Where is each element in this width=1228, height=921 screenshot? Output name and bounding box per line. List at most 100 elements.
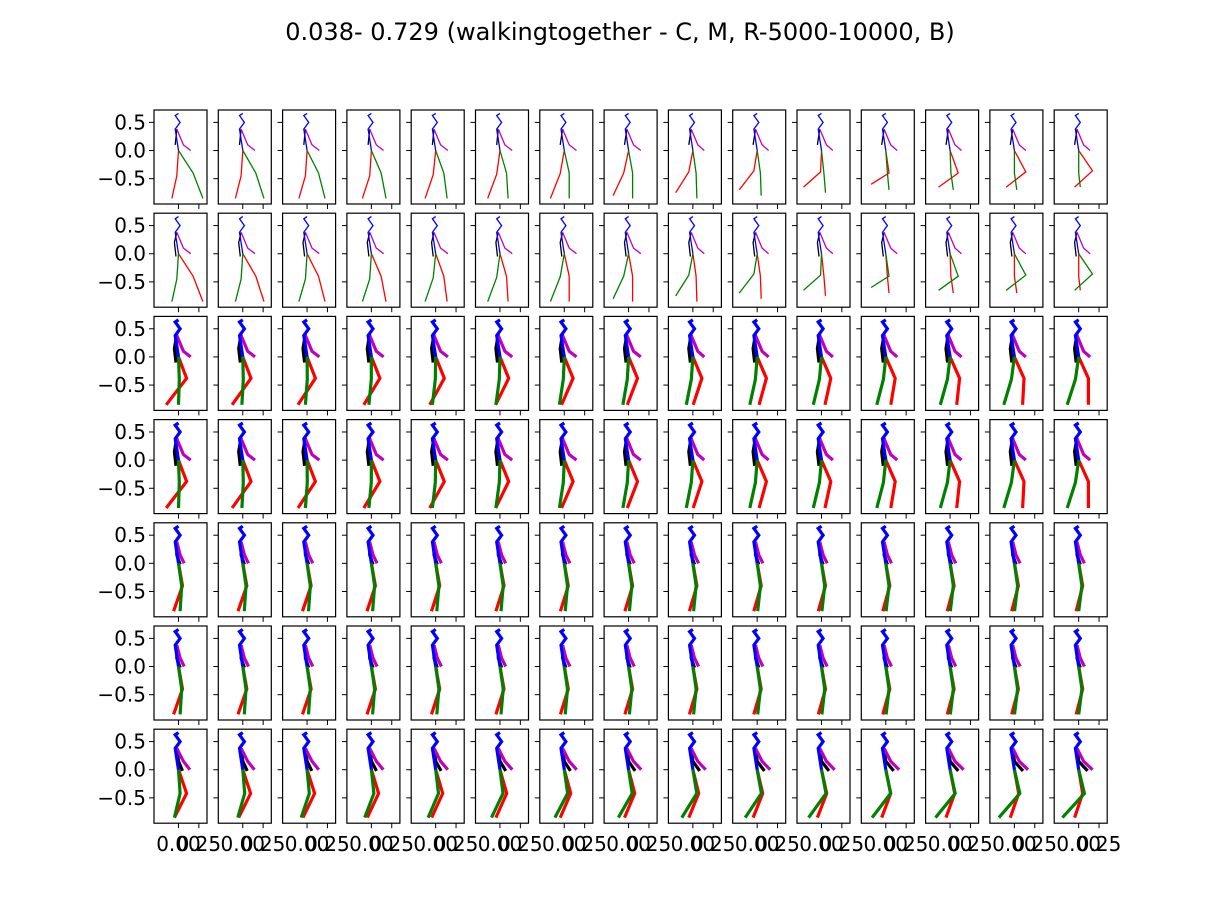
right-arm-line [625, 644, 636, 668]
subplot-panel [727, 419, 787, 519]
axes-frame [667, 109, 723, 205]
right-leg-line [424, 253, 437, 302]
right-leg-line [242, 150, 265, 199]
axes-frame [989, 625, 1044, 721]
spine-line [881, 112, 889, 151]
right-leg-line [1077, 563, 1084, 612]
spine-line [687, 318, 697, 358]
subplot-panel [534, 522, 594, 622]
subplot-panel: 0.000.25 [599, 728, 671, 856]
axes-frame [860, 522, 915, 618]
subplot-panel [984, 315, 1044, 416]
left-leg-line [370, 253, 387, 302]
spine-line [172, 524, 183, 564]
right-leg-line [949, 150, 954, 190]
spine-line [687, 628, 697, 667]
right-leg-line [755, 666, 763, 715]
axes-frame [217, 625, 272, 721]
subplot-panel [920, 315, 980, 416]
axes-frame [217, 315, 272, 411]
right-leg-line [557, 356, 566, 406]
right-leg-line [363, 769, 376, 819]
spine-line [751, 524, 761, 564]
spine-line [172, 731, 183, 770]
right-arm-line [754, 232, 770, 255]
left-leg-line [949, 253, 954, 294]
spine-line [238, 112, 246, 151]
axes-frame [667, 419, 723, 515]
left-leg-line [625, 459, 640, 509]
right-arm-line [754, 128, 770, 151]
right-arm-line [625, 541, 636, 565]
axes-frame [282, 212, 337, 308]
right-arm-line [368, 438, 385, 462]
left-leg-line [230, 459, 253, 509]
spine-line [237, 524, 247, 564]
subplot-panel: 0.000.25 [792, 728, 864, 856]
right-leg-line [306, 150, 326, 199]
spine-line [1074, 112, 1082, 151]
spine-line [751, 318, 761, 358]
axes-frame [603, 522, 658, 618]
axes-frame [860, 625, 915, 721]
subplot-panel [856, 212, 915, 313]
axes-frame [539, 522, 594, 618]
subplot-panel: 0.5 0.0 −0.5 [97, 522, 208, 622]
x-tick-label: 0.00 [156, 832, 201, 856]
y-tick-label: −0.5 [97, 476, 146, 500]
right-leg-line [172, 769, 182, 818]
x-tick-label: 0.25 [691, 832, 736, 856]
right-arm-line [625, 747, 643, 771]
x-tick-label: 0.00 [220, 832, 265, 856]
axes-frame [989, 522, 1044, 618]
right-leg-line [691, 563, 698, 612]
right-leg-line [563, 150, 570, 199]
subplot-panel [984, 212, 1044, 313]
right-leg-line [811, 459, 824, 509]
spine-line [880, 421, 890, 461]
left-leg-line [948, 356, 962, 405]
spine-line [944, 421, 954, 461]
spine-line [558, 524, 568, 564]
spine-line [237, 318, 247, 358]
subplot-panel [663, 522, 723, 622]
subplot-panel [727, 212, 787, 313]
left-leg-line [549, 150, 565, 199]
spine-line [560, 216, 567, 254]
right-arm-line [818, 644, 829, 668]
left-leg-line [171, 150, 180, 199]
axes-frame [732, 625, 787, 721]
left-leg-line [563, 253, 570, 302]
right-arm-line [689, 334, 706, 359]
axes-frame [153, 109, 208, 205]
right-leg-line [738, 253, 758, 294]
right-leg-line [305, 563, 312, 612]
axes-frame [732, 315, 787, 411]
spine-line [945, 216, 953, 254]
right-arm-line [368, 541, 379, 565]
subplot-panel [277, 522, 337, 622]
right-leg-line [1012, 666, 1020, 715]
axes-frame [282, 419, 337, 515]
axes-frame [410, 419, 465, 515]
spine-line [688, 112, 696, 151]
x-tick-label: 0.25 [755, 832, 800, 856]
right-arm-line [689, 747, 707, 771]
right-leg-line [875, 356, 888, 406]
subplot-panel [663, 419, 723, 519]
subplot-panel [599, 109, 658, 209]
subplot-panel [406, 522, 465, 622]
left-leg-line [820, 253, 827, 296]
right-leg-line [1074, 253, 1094, 291]
axes-frame [796, 212, 851, 308]
left-leg-line [234, 150, 244, 199]
subplot-panel: 0.5 0.0 −0.5 0.000.25 [97, 728, 221, 856]
right-leg-line [627, 150, 634, 199]
left-leg-line [803, 150, 823, 188]
subplot-panel [920, 212, 980, 313]
subplot-panel [406, 625, 465, 725]
spine-line [302, 112, 310, 151]
right-leg-line [303, 460, 309, 509]
left-leg-line [738, 150, 758, 191]
axes-frame [732, 522, 787, 618]
